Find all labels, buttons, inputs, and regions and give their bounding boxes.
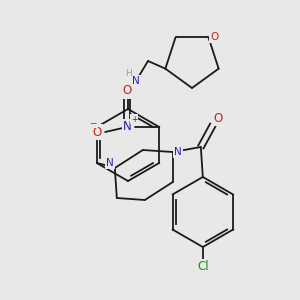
Text: N: N [106, 158, 114, 168]
Text: O: O [93, 125, 102, 139]
Text: N: N [123, 121, 132, 134]
Text: +: + [131, 115, 137, 124]
Text: O: O [213, 112, 222, 124]
Text: Cl: Cl [197, 260, 208, 274]
Text: O: O [210, 32, 219, 42]
Text: −: − [89, 118, 97, 127]
Text: N: N [174, 147, 182, 157]
Text: O: O [123, 85, 132, 98]
Text: H: H [124, 70, 131, 79]
Text: N: N [132, 76, 140, 86]
